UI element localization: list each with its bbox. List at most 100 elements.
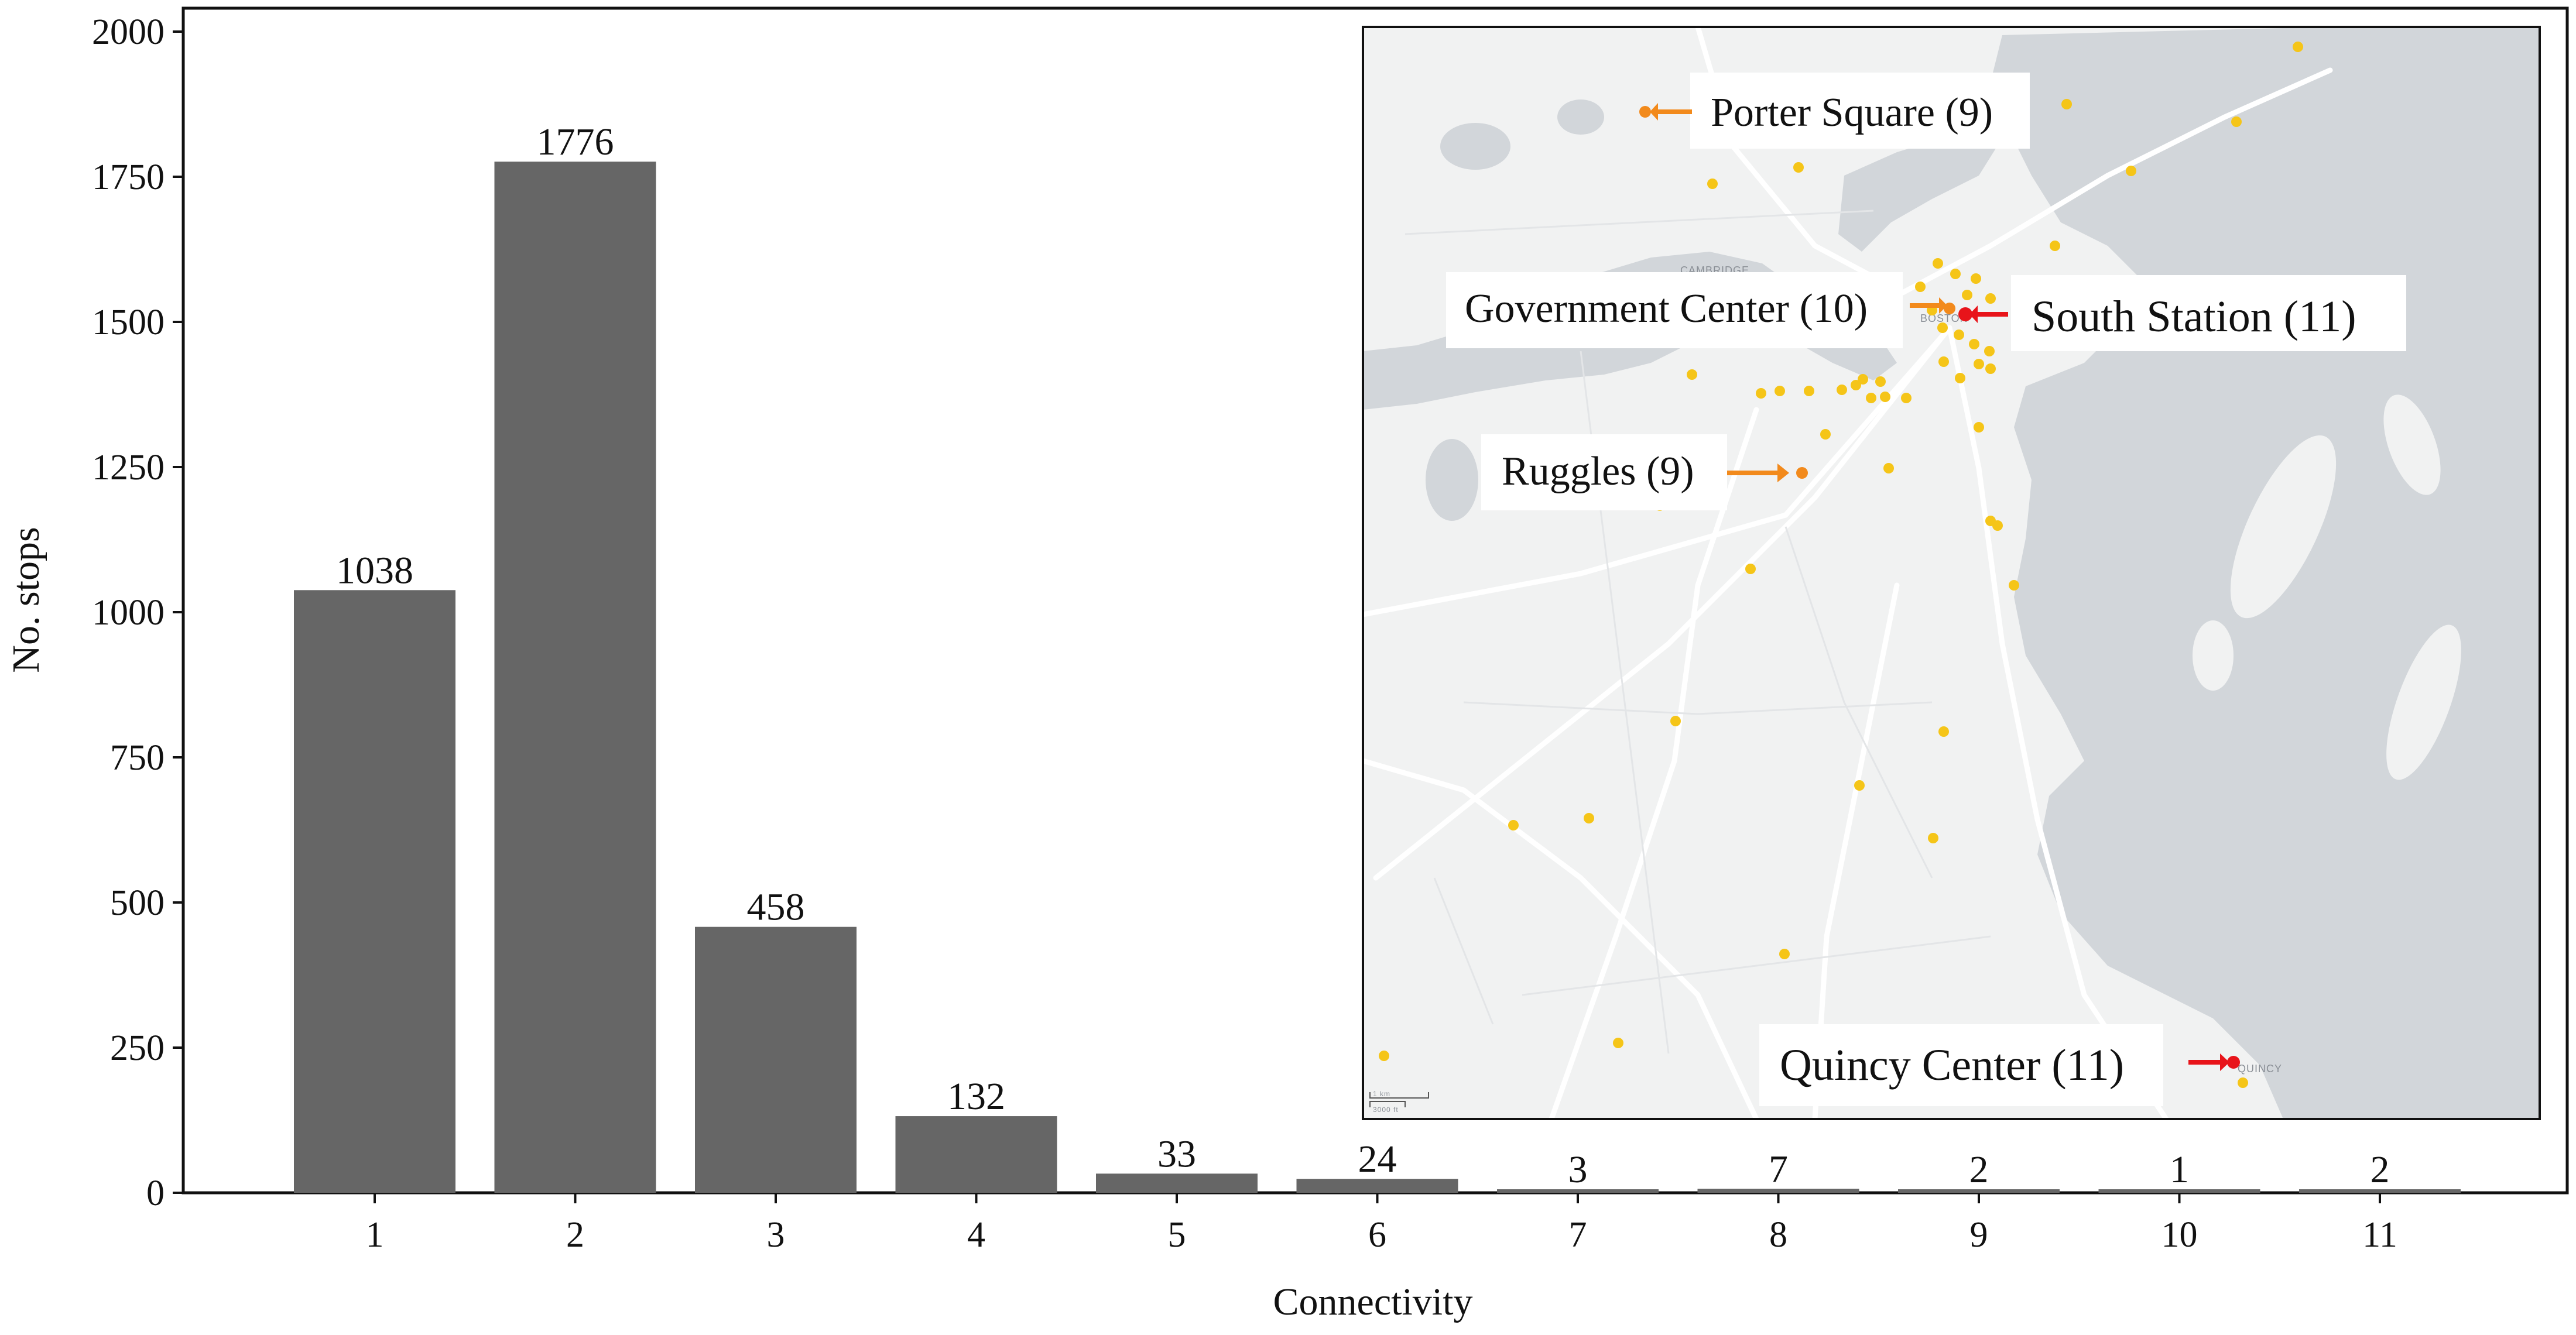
bar-data-label: 1	[2170, 1148, 2189, 1191]
y-tick-label: 1250	[92, 448, 165, 488]
map-stop	[2009, 580, 2019, 591]
bar-data-label: 2	[1969, 1148, 1989, 1191]
bar-data-label: 132	[947, 1075, 1005, 1118]
callout-government-center: Government Center (10)	[1446, 272, 1955, 348]
inset-map-border	[1362, 26, 2541, 1120]
map-stop	[1851, 380, 1861, 390]
inset-map: CAMBRIDGE BOSTON QUINCY 1 km 3000 ft Por…	[1362, 26, 2541, 1120]
map-stop	[1901, 393, 1912, 403]
svg-text:Ruggles (9): Ruggles (9)	[1502, 449, 1694, 494]
bar-data-label: 7	[1769, 1148, 1788, 1190]
map-stop	[2061, 99, 2072, 109]
bar	[2299, 1189, 2461, 1193]
map-stop	[2126, 166, 2136, 176]
x-tick-label: 11	[2362, 1215, 2397, 1255]
bar	[494, 162, 656, 1193]
map-stop	[1955, 373, 1965, 383]
x-tick-label: 3	[767, 1215, 785, 1255]
map-stop	[1854, 780, 1865, 791]
map-stop	[1974, 422, 1984, 433]
map-stop	[1985, 293, 1996, 304]
bar-data-label: 3	[1568, 1148, 1588, 1191]
bar	[2098, 1189, 2260, 1193]
map-stop	[1992, 520, 2003, 531]
map-stop	[1969, 339, 1979, 349]
map-stop	[1950, 269, 1961, 279]
bars	[294, 162, 2461, 1193]
bar-data-label: 458	[747, 886, 805, 929]
map-stop	[2238, 1077, 2248, 1088]
map-stop	[2231, 116, 2242, 127]
map-stop	[1820, 429, 1831, 440]
map-stop	[1793, 162, 1804, 173]
map-stop	[1937, 322, 1948, 333]
map-stop	[1756, 388, 1766, 399]
map-stop	[1613, 1038, 1623, 1048]
map-stop	[1915, 282, 1926, 292]
map-stop	[1779, 949, 1790, 959]
map-scale-bar: 1 km 3000 ft	[1369, 1090, 1429, 1114]
y-tick-label: 250	[110, 1028, 165, 1068]
svg-text:Porter Square (9): Porter Square (9)	[1711, 90, 1993, 135]
bar-data-label: 1776	[537, 121, 614, 163]
bar-data-label: 2	[2371, 1148, 2390, 1191]
y-tick-label: 1000	[92, 593, 165, 633]
x-tick-label: 4	[967, 1215, 985, 1255]
y-tick-label: 1750	[92, 157, 165, 197]
x-tick-label: 2	[566, 1215, 584, 1255]
map-stop	[1670, 716, 1681, 726]
bar	[895, 1116, 1057, 1193]
map-stop	[1837, 385, 1847, 395]
map-stop	[1984, 346, 1995, 356]
x-tick-label: 10	[2161, 1215, 2198, 1255]
map-stop	[2050, 241, 2060, 251]
y-tick-label: 750	[110, 738, 165, 778]
map-stop	[1880, 392, 1890, 402]
bar	[1497, 1189, 1659, 1193]
map-stop	[1971, 273, 1981, 284]
callout-south-station: South Station (11)	[1958, 275, 2406, 351]
map-stop	[1875, 376, 1886, 387]
x-tick-label: 5	[1168, 1215, 1186, 1255]
y-axis-title: No. stops	[5, 527, 47, 672]
svg-text:Government Center (10): Government Center (10)	[1465, 286, 1868, 331]
map-stop	[1584, 813, 1594, 823]
map-stop	[1974, 359, 1984, 369]
x-tick-label: 1	[366, 1215, 384, 1255]
y-axis: 0 250 500 750 1000 1250 1500 1750 2000	[92, 12, 183, 1213]
y-tick-label: 1500	[92, 303, 165, 342]
bar-data-label: 24	[1358, 1138, 1397, 1180]
map-stop	[1933, 258, 1943, 269]
map-label-quincy: QUINCY	[2238, 1063, 2282, 1075]
bar-data-label: 33	[1157, 1132, 1196, 1175]
map-stop	[1938, 726, 1949, 737]
map-stop	[1804, 386, 1814, 396]
data-labels: 1038 1776 458 132 33 24 3 7 2 1 2	[336, 121, 2390, 1191]
x-tick-label: 8	[1769, 1215, 1787, 1255]
map-stop	[1962, 290, 1972, 300]
y-tick-label: 2000	[92, 12, 165, 52]
x-tick-label: 9	[1970, 1215, 1988, 1255]
bar-data-label: 1038	[336, 549, 413, 592]
svg-text:3000 ft: 3000 ft	[1373, 1106, 1399, 1114]
bar	[294, 590, 455, 1193]
y-tick-label: 0	[146, 1173, 165, 1213]
svg-text:1 km: 1 km	[1373, 1090, 1390, 1098]
bar	[1296, 1179, 1458, 1193]
bar	[1697, 1189, 1859, 1193]
map-stop	[1508, 820, 1519, 830]
x-axis-title: Connectivity	[1273, 1281, 1473, 1323]
map-label-boston: BOSTON	[1920, 313, 1968, 324]
y-tick-label: 500	[110, 883, 165, 923]
map-stop	[2293, 42, 2303, 52]
svg-text:South Station (11): South Station (11)	[2032, 292, 2356, 341]
map-stop	[1707, 179, 1718, 189]
map-stop	[1858, 374, 1868, 385]
bar	[1096, 1173, 1258, 1193]
bar	[1898, 1189, 2060, 1193]
map-stop	[1745, 564, 1756, 574]
x-tick-label: 7	[1569, 1215, 1587, 1255]
svg-text:Quincy Center (11): Quincy Center (11)	[1780, 1041, 2124, 1090]
map-stop	[1938, 356, 1949, 367]
